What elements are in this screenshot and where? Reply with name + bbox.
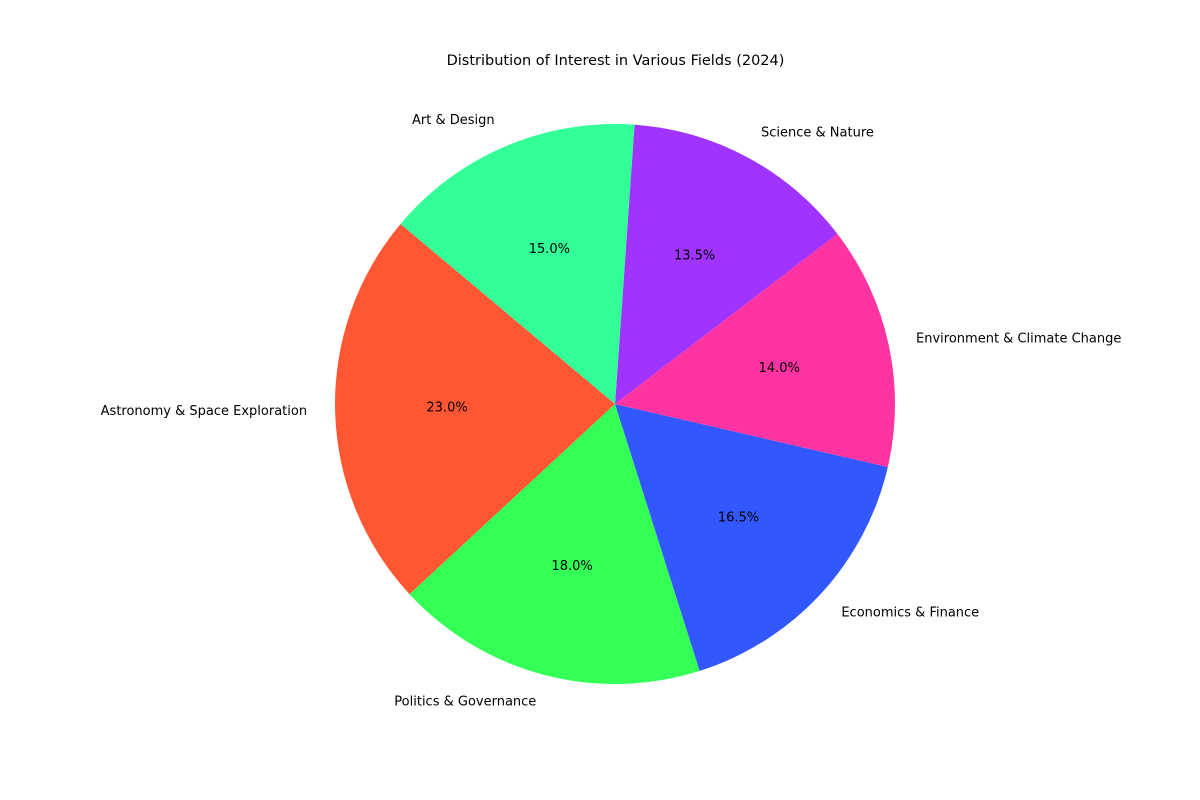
- pie-slice-art-and-design: [400, 123, 635, 405]
- pie-slices: [335, 123, 895, 684]
- pct-label-politics-and-governance: 18.0%: [551, 559, 592, 574]
- slice-label-science-and-nature: Science & Nature: [761, 125, 874, 140]
- pct-label-environment-and-climate-change: 14.0%: [759, 361, 800, 376]
- pct-label-economics-and-finance: 16.5%: [718, 510, 759, 525]
- pct-label-science-and-nature: 13.5%: [674, 249, 715, 264]
- slice-label-economics-and-finance: Economics & Finance: [841, 605, 979, 620]
- pie-slice-politics-and-governance: [409, 404, 700, 684]
- slice-label-environment-and-climate-change: Environment & Climate Change: [916, 331, 1121, 346]
- pie-labels: Astronomy & Space Exploration 23.0% Politi…: [101, 113, 1122, 709]
- pie-slice-environment-and-climate-change: [615, 233, 895, 467]
- slice-label-politics-and-governance: Politics & Governance: [394, 694, 536, 709]
- slice-label-art-and-design: Art & Design: [412, 113, 495, 128]
- slice-label-astronomy-and-space-exploration: Astronomy & Space Exploration: [101, 404, 307, 419]
- pie-slice-astronomy-and-space-exploration: [335, 224, 615, 595]
- chart-title: Distribution of Interest in Various Fiel…: [446, 53, 785, 69]
- pct-label-art-and-design: 15.0%: [529, 242, 570, 257]
- pct-label-astronomy-and-space-exploration: 23.0%: [426, 401, 467, 416]
- pie-slice-science-and-nature: [615, 124, 838, 405]
- pie-slice-economics-and-finance: [615, 404, 888, 671]
